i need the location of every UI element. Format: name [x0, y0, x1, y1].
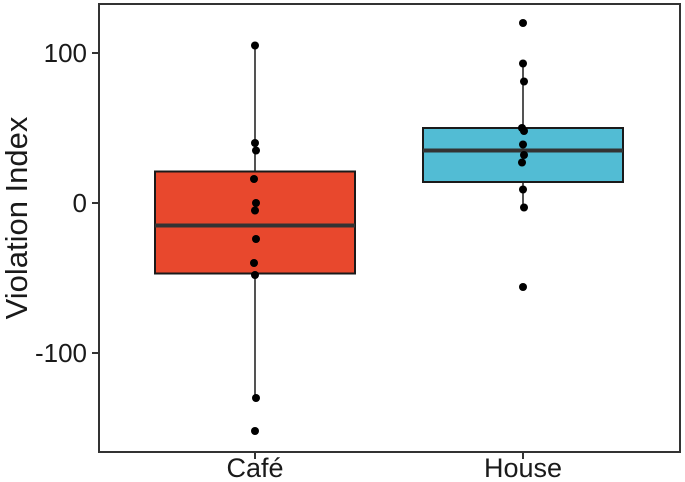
data-point [520, 77, 528, 86]
data-point [251, 41, 259, 50]
data-point [519, 185, 527, 194]
data-point [520, 203, 528, 212]
data-point [250, 175, 258, 183]
data-point [251, 427, 259, 435]
data-point [251, 271, 259, 279]
data-point [518, 158, 526, 167]
x-tick-label: Café [226, 453, 283, 482]
data-point [251, 206, 259, 215]
y-axis-title: Violation Index [0, 116, 34, 319]
data-point [519, 283, 527, 291]
y-tick-label: -100 [35, 338, 87, 368]
data-point [252, 394, 260, 402]
plot-marks: 100 0 -100 Café House [35, 3, 681, 482]
data-point [252, 146, 260, 155]
data-point [250, 259, 258, 267]
y-tick-label: 100 [44, 38, 87, 68]
data-point [519, 140, 527, 149]
data-point [520, 151, 528, 159]
x-tick-label: House [484, 453, 562, 482]
data-point [251, 139, 259, 147]
data-point [252, 199, 260, 207]
data-point [519, 19, 527, 27]
data-point [252, 235, 260, 243]
data-point [520, 127, 528, 135]
box-cafe [154, 170, 356, 275]
y-tick-label: 0 [73, 188, 87, 218]
data-point [519, 59, 527, 68]
